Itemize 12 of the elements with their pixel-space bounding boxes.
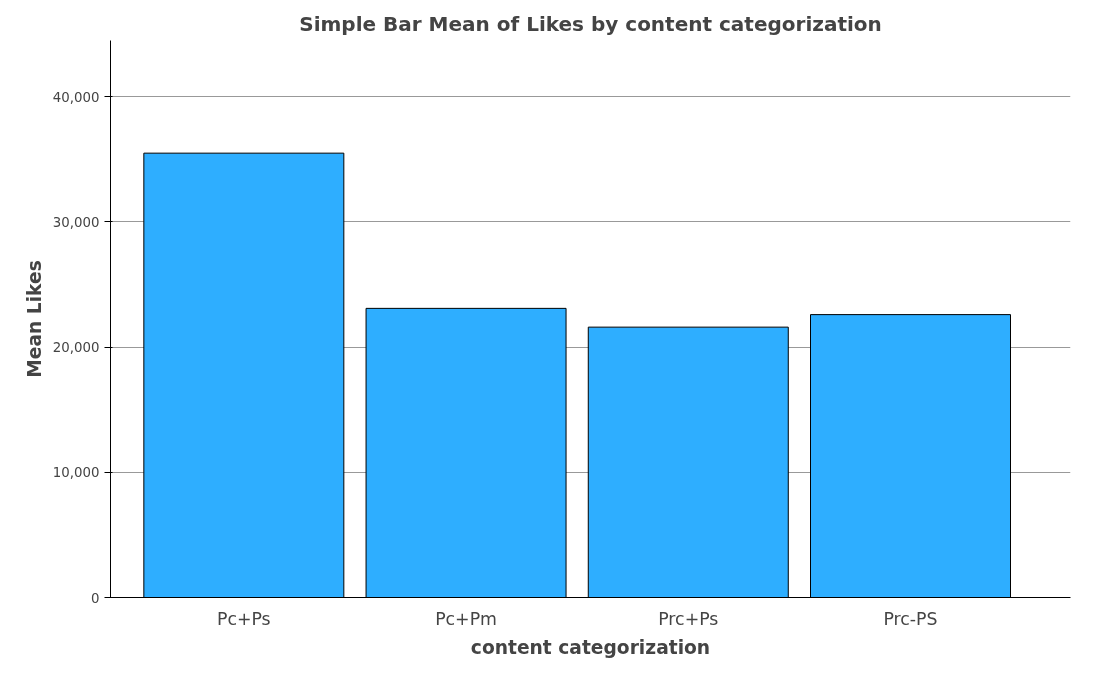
y-tick-label: 0 xyxy=(91,590,100,606)
x-tick-label: Pc+Pm xyxy=(435,608,497,629)
y-tick-label: 30,000 xyxy=(52,214,100,230)
x-axis-title: content categorization xyxy=(470,636,711,658)
y-tick-label: 20,000 xyxy=(52,340,100,356)
y-tick-label: 10,000 xyxy=(52,465,100,481)
x-tick-label: Prc+Ps xyxy=(658,608,719,629)
x-tick-label: Prc-PS xyxy=(883,608,938,629)
x-tick-label: Pc+Ps xyxy=(217,608,271,629)
y-tick-label: 40,000 xyxy=(52,89,100,105)
y-axis-title: Mean Likes xyxy=(23,260,45,378)
chart-title: Simple Bar Mean of Likes by content categorization xyxy=(299,11,882,36)
